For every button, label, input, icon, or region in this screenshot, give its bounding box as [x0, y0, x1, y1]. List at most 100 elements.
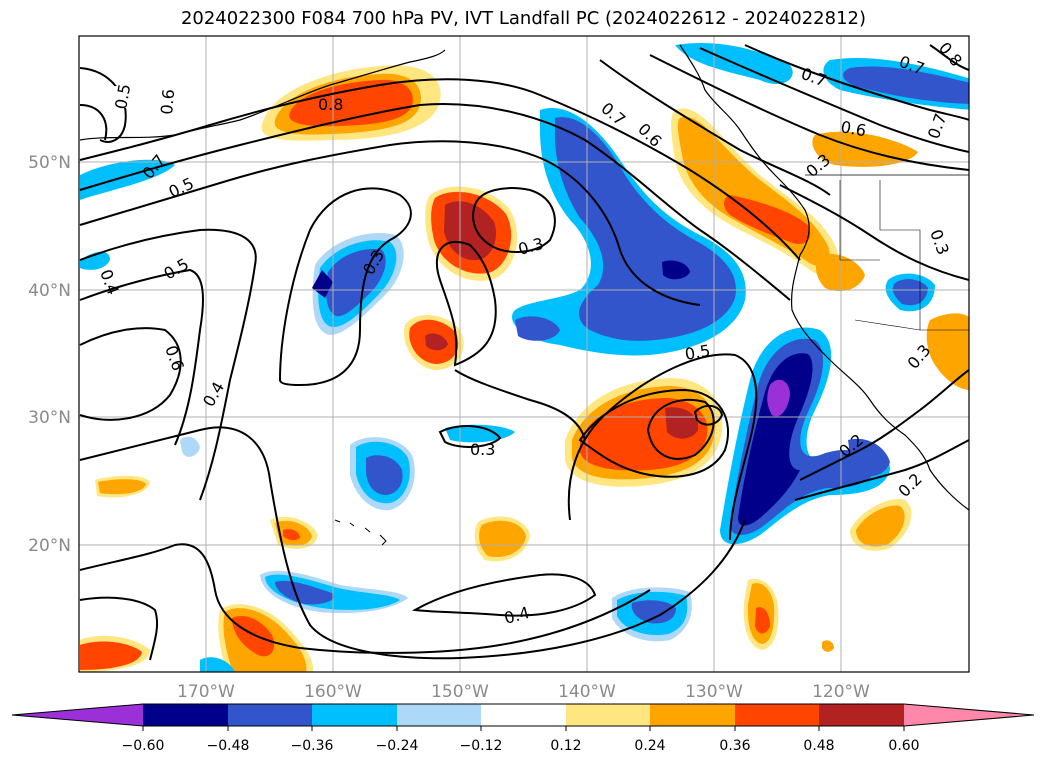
contour-label: 0.5 [161, 254, 193, 283]
anomaly-negative [631, 600, 676, 624]
lat-tick-label: 20°N [28, 536, 71, 556]
contour-label: 0.3 [516, 234, 546, 259]
colorbar-swatch [481, 704, 566, 726]
contour-label: 0.5 [111, 82, 134, 110]
colorbar-swatch [735, 704, 819, 726]
anomaly-positive [822, 640, 834, 652]
anomaly-negative [843, 66, 969, 104]
coastline-alaska [79, 49, 446, 141]
hawaii [334, 519, 387, 546]
contour-line [794, 439, 969, 501]
anomaly-negative [366, 455, 403, 495]
colorbar-tick-label: −0.60 [122, 738, 165, 754]
anomaly-negative [848, 438, 890, 477]
anomaly-negative [738, 353, 813, 526]
anomaly-negative [662, 260, 690, 280]
anomaly-positive [283, 529, 300, 541]
map-title: 2024022300 F084 700 hPa PV, IVT Landfall… [180, 8, 867, 29]
colorbar-tick-label: 0.12 [550, 738, 581, 754]
anomaly-positive [80, 641, 142, 670]
contour-line [578, 388, 730, 478]
lat-tick-label: 40°N [28, 281, 71, 301]
lon-tick-label: 160°W [304, 682, 362, 702]
anomaly-negative [275, 580, 334, 605]
contour-line [79, 228, 257, 501]
contour-label: 0.7 [924, 111, 951, 141]
anomaly-positive [444, 201, 497, 261]
coastline-canada [679, 44, 969, 511]
contour-label: 0.6 [839, 117, 867, 140]
lon-tick-label: 140°W [558, 682, 616, 702]
anomaly-negative [200, 657, 235, 672]
colorbar-swatch [143, 704, 228, 726]
lat-tick-label: 30°N [28, 408, 71, 428]
colorbar-tick-label: 0.24 [634, 738, 665, 754]
contour-line [472, 187, 556, 253]
contour-label: 0.3 [926, 227, 953, 257]
contour-line [649, 54, 969, 171]
contour-label: 0.4 [502, 603, 532, 628]
contour-label: 0.6 [634, 119, 665, 150]
contour-line [799, 369, 969, 481]
colorbar-swatch [397, 704, 481, 726]
contour-line [435, 240, 497, 367]
contour-line [79, 426, 746, 660]
pc-fill-field [80, 42, 969, 672]
contour-label: 0.5 [683, 341, 711, 364]
anomaly-negative [326, 248, 386, 317]
anomaly-positive [98, 479, 146, 495]
contour-line [454, 369, 586, 441]
ivt-contours [79, 44, 969, 661]
anomaly-negative [767, 379, 790, 417]
anomaly-positive [815, 253, 865, 292]
lon-tick-label: 130°W [685, 682, 743, 702]
lat-tick-labels: 50°N 40°N 30°N 20°N [28, 153, 71, 556]
colorbar-tick-label: 0.36 [719, 738, 750, 754]
contour-line [79, 103, 791, 301]
colorbar-swatch [228, 704, 312, 726]
anomaly-positive [425, 333, 448, 351]
lon-tick-labels: 170°W 160°W 150°W 140°W 130°W 120°W [177, 682, 870, 702]
colorbar-ticks [142, 726, 905, 731]
contour-line [79, 104, 108, 141]
contour-line [278, 187, 412, 387]
colorbar-tick-label: −0.24 [376, 738, 419, 754]
contour-line [929, 44, 969, 71]
anomaly-negative [515, 316, 560, 341]
contour-label: 0.6 [161, 343, 188, 373]
anomaly-negative [445, 424, 515, 443]
contour-line [411, 573, 597, 617]
anomaly-positive [926, 313, 969, 391]
anomaly-positive [755, 607, 770, 634]
contour-line [79, 543, 651, 654]
contour-line [79, 67, 127, 143]
contour-line [567, 353, 758, 541]
coastlines [79, 44, 969, 546]
anomaly-positive [665, 407, 699, 439]
anomaly-positive [232, 615, 275, 657]
contour-line [79, 78, 801, 261]
colorbar-extend-low [12, 704, 143, 726]
state-borders [839, 180, 969, 331]
colorbar-tick-label: 0.48 [803, 738, 834, 754]
contour-label: 0.4 [199, 378, 228, 410]
contour-line [79, 596, 159, 661]
colorbar-tick-label: −0.48 [207, 738, 250, 754]
contour-label: 0.2 [894, 469, 925, 500]
contour-label: 0.6 [157, 88, 178, 115]
anomaly-positive [289, 79, 413, 127]
colorbar-tick-label: −0.12 [460, 738, 503, 754]
contour-line [744, 44, 969, 121]
contour-line [779, 184, 969, 281]
contour-line [693, 404, 724, 426]
colorbar: −0.60 −0.48 −0.36 −0.24 −0.12 0.12 0.24 … [11, 703, 1035, 754]
contour-line [699, 47, 969, 153]
colorbar-tick-label: 0.60 [888, 738, 919, 754]
anomaly-negative [555, 117, 736, 341]
anomaly-negative [312, 270, 333, 298]
colorbar-swatch [650, 704, 735, 726]
map-frame [78, 35, 970, 673]
colorbar-swatch [819, 704, 904, 726]
colorbar-swatch [566, 704, 650, 726]
